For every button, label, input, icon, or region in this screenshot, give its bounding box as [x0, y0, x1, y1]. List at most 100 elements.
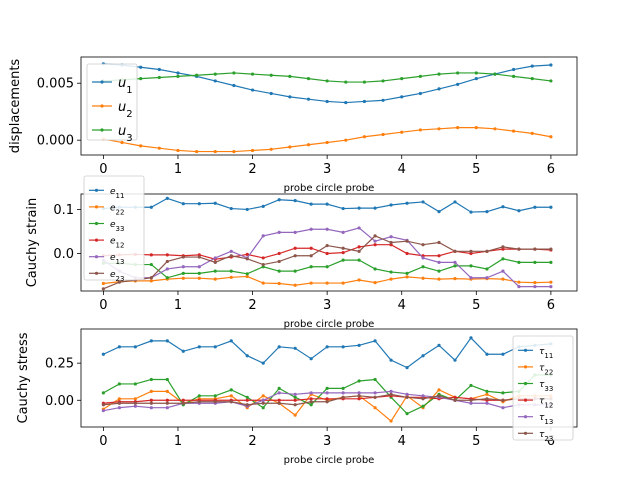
- legend-marker: [100, 104, 104, 108]
- data-point: [453, 200, 457, 204]
- data-point: [250, 88, 255, 92]
- data-point: [277, 198, 281, 202]
- data-point: [101, 352, 105, 356]
- data-point: [437, 269, 441, 273]
- data-point: [405, 271, 409, 275]
- data-point: [530, 64, 534, 68]
- data-point: [373, 281, 377, 285]
- data-point: [418, 74, 422, 78]
- data-point: [165, 253, 169, 257]
- data-point: [277, 269, 281, 273]
- x-tick-label: 0: [99, 162, 107, 177]
- data-point: [437, 210, 441, 214]
- data-point: [421, 265, 425, 269]
- data-point: [512, 67, 516, 72]
- data-point: [232, 71, 236, 75]
- data-point: [117, 382, 121, 386]
- data-point: [469, 398, 473, 402]
- data-point: [149, 279, 153, 283]
- legend-box: [83, 175, 145, 281]
- data-point: [389, 243, 393, 247]
- data-point: [325, 386, 329, 390]
- series-τ_11: [101, 336, 553, 370]
- data-point: [309, 357, 313, 361]
- data-point: [149, 262, 153, 267]
- data-point: [293, 269, 297, 273]
- data-point: [277, 281, 281, 286]
- series-e_33: [101, 257, 553, 280]
- data-point: [176, 74, 180, 78]
- data-point: [405, 275, 409, 279]
- data-point: [341, 395, 345, 399]
- data-point: [325, 227, 329, 231]
- y-axis-label: displacements: [8, 59, 23, 154]
- data-point: [325, 79, 329, 83]
- data-point: [213, 79, 217, 83]
- legend-marker: [523, 348, 528, 352]
- data-point: [197, 394, 201, 398]
- data-point: [501, 391, 505, 395]
- data-point: [261, 234, 265, 238]
- axes-frame: [80, 328, 578, 428]
- data-point: [101, 287, 105, 291]
- data-point: [117, 397, 121, 401]
- data-point: [453, 398, 457, 402]
- data-point: [421, 394, 425, 398]
- data-point: [293, 413, 297, 417]
- x-tick-label: 2: [248, 298, 256, 313]
- data-point: [229, 254, 233, 258]
- data-point: [437, 87, 441, 91]
- legend-marker: [94, 238, 99, 242]
- data-point: [357, 278, 361, 282]
- data-point: [157, 67, 161, 72]
- data-point: [245, 398, 249, 402]
- data-point: [261, 265, 265, 269]
- data-point: [261, 281, 265, 285]
- series-u_1: [101, 62, 553, 105]
- data-point: [288, 74, 292, 78]
- data-point: [133, 345, 137, 349]
- data-point: [245, 272, 249, 276]
- data-point: [213, 72, 217, 76]
- data-point: [213, 260, 217, 264]
- data-point: [344, 138, 348, 142]
- data-point: [549, 260, 553, 264]
- x-tick-label: 1: [174, 162, 182, 177]
- legend-marker: [94, 221, 99, 226]
- data-point: [229, 249, 233, 253]
- data-point: [389, 240, 393, 245]
- data-point: [269, 147, 273, 151]
- data-point: [181, 349, 185, 353]
- data-point: [437, 343, 441, 347]
- data-point: [165, 389, 169, 393]
- data-point: [501, 406, 505, 410]
- data-point: [389, 277, 393, 281]
- data-point: [149, 398, 153, 402]
- data-point: [277, 345, 281, 349]
- data-point: [456, 71, 460, 75]
- data-point: [469, 401, 473, 405]
- y-tick-label: 0.000: [37, 134, 74, 149]
- data-point: [381, 98, 385, 102]
- x-tick-label: 5: [472, 298, 480, 313]
- data-point: [288, 145, 292, 149]
- data-point: [197, 345, 201, 349]
- data-point: [485, 401, 489, 405]
- data-point: [261, 398, 265, 402]
- data-point: [306, 77, 311, 81]
- data-point: [405, 412, 409, 416]
- data-point: [533, 247, 537, 251]
- data-point: [261, 406, 265, 410]
- data-point: [389, 419, 393, 423]
- data-point: [549, 63, 553, 67]
- data-point: [229, 339, 233, 343]
- data-point: [474, 77, 478, 81]
- x-tick-label: 4: [398, 298, 406, 313]
- data-point: [149, 406, 153, 410]
- data-point: [549, 280, 553, 284]
- data-point: [149, 401, 153, 405]
- data-point: [357, 258, 361, 262]
- data-point: [469, 251, 473, 256]
- data-point: [325, 202, 329, 206]
- data-point: [309, 202, 313, 206]
